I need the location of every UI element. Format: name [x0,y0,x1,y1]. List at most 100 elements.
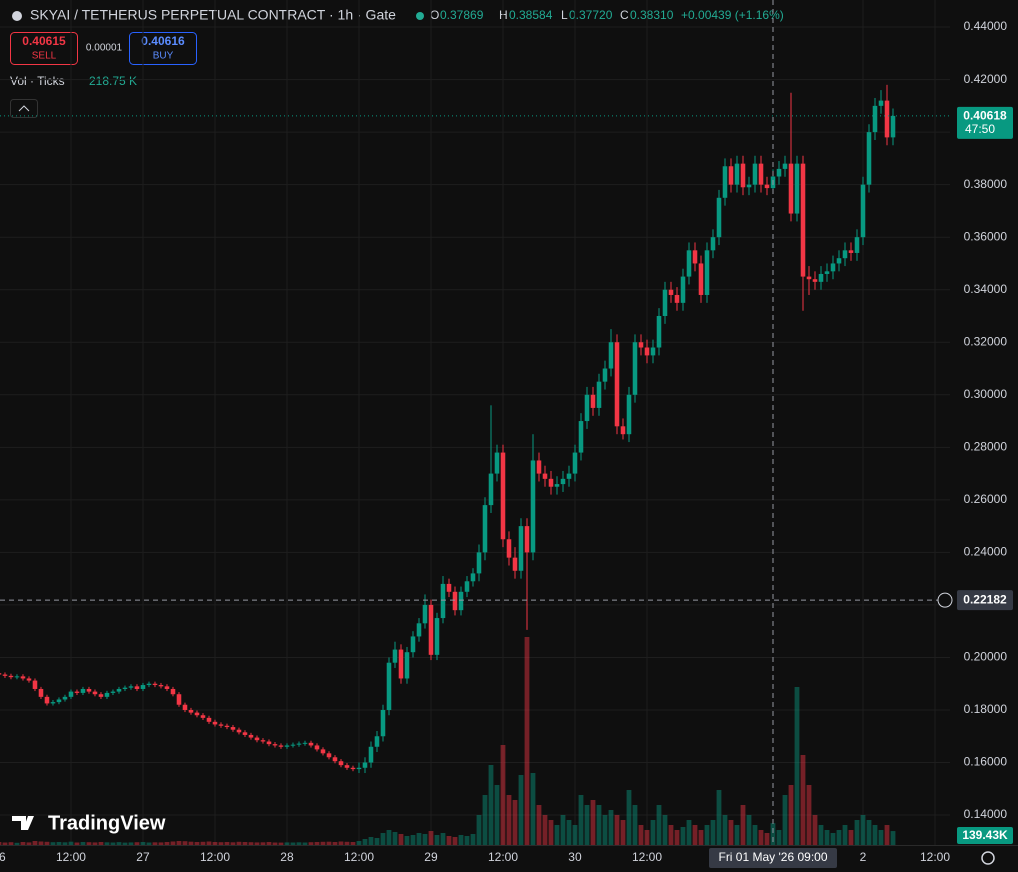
candle-body [410,636,416,653]
volume-bar [698,830,704,845]
volume-bar [842,825,848,845]
candle-body [758,163,764,185]
volume-title: Vol · Ticks [10,74,65,88]
candle-body [2,674,8,676]
volume-bar [488,765,494,845]
volume-bar [380,833,386,845]
candle-body [260,740,266,742]
volume-bar [716,790,722,845]
candle-body [86,688,92,692]
candle-body [56,699,62,703]
volume-bar [848,830,854,845]
candle-body [542,473,548,479]
candle-body [218,724,224,726]
volume-bar [2,842,8,845]
candle-body [404,652,410,679]
volume-bar [506,795,512,845]
volume-bar [308,842,314,845]
volume-bar [596,805,602,845]
sell-button[interactable] [10,32,78,65]
volume-bar [212,842,218,845]
candle-body [638,342,644,348]
volume-bar [68,841,74,845]
sell-price: 0.40615 [22,34,66,48]
volume-bar [14,842,20,845]
candle-body [812,279,818,282]
volume-bar [116,842,122,845]
volume-bar [758,830,764,845]
header: SKYAI / TETHERUS PERPETUAL CONTRACT · 1h… [12,7,784,23]
candle-body [206,717,212,722]
volume-bar [572,825,578,845]
last-price-label: 0.40618 [963,109,1007,123]
candle-body [734,163,740,185]
candle-body [704,250,710,295]
volume-bar [476,815,482,845]
volume-bar [182,841,188,845]
candle-body [188,709,194,713]
candle-body [110,691,116,693]
y-tick-label: 0.16000 [964,755,1008,769]
candle-body [716,197,722,238]
volume-bar [524,637,530,845]
add-alert-icon[interactable] [937,592,953,608]
candle-body [254,737,260,741]
candle-body [440,583,446,619]
volume-bar [344,841,350,845]
candle-body [416,623,422,637]
candle-body [554,484,560,487]
candle-body [194,712,200,716]
candle-body [746,184,752,188]
volume-bar [890,831,896,845]
x-tick-label: 2 [860,850,867,864]
candle-body [152,683,158,686]
volume-bar [428,831,434,845]
candle-body [158,685,164,687]
candle-body [374,736,380,747]
volume-bar [56,842,62,845]
volume-bar [80,842,86,845]
candle-body [890,115,896,138]
candle-body [302,742,308,744]
volume-bar [692,825,698,845]
candle-body [50,702,56,704]
candle-body [14,676,20,678]
candle-body [74,691,80,693]
sell-label: SELL [32,51,57,62]
volume-bar [200,841,206,845]
volume-bar [638,825,644,845]
volume-bar [8,842,14,845]
candle-body [320,749,326,754]
buy-price: 0.40616 [141,34,185,48]
candle-body [860,184,866,238]
volume-bar [866,820,872,845]
candle-body [140,685,146,689]
candle-body [536,460,542,474]
volume-bar [728,820,734,845]
candle-body [818,273,824,282]
volume-label-box [957,827,1013,844]
y-tick-label: 0.38000 [964,177,1008,191]
candle-body [518,526,524,571]
x-tick-label: 29 [424,850,438,864]
settings-icon[interactable] [981,851,995,865]
legend-value: 0.38584 [509,8,553,22]
volume-bar [362,839,368,845]
buy-button[interactable] [129,32,197,65]
status-dot [416,12,424,20]
volume-bar [164,842,170,845]
volume-bar [452,837,458,845]
candle-body [32,680,38,689]
candle-body [644,347,650,356]
volume-bar [434,835,440,845]
candle-body [368,746,374,763]
volume-bar [158,842,164,845]
collapse-button[interactable] [10,99,38,118]
volume-bar [218,842,224,845]
volume-bar [644,830,650,845]
volume-bar [872,825,878,845]
candle-body [488,473,494,506]
volume-bar [32,841,38,845]
